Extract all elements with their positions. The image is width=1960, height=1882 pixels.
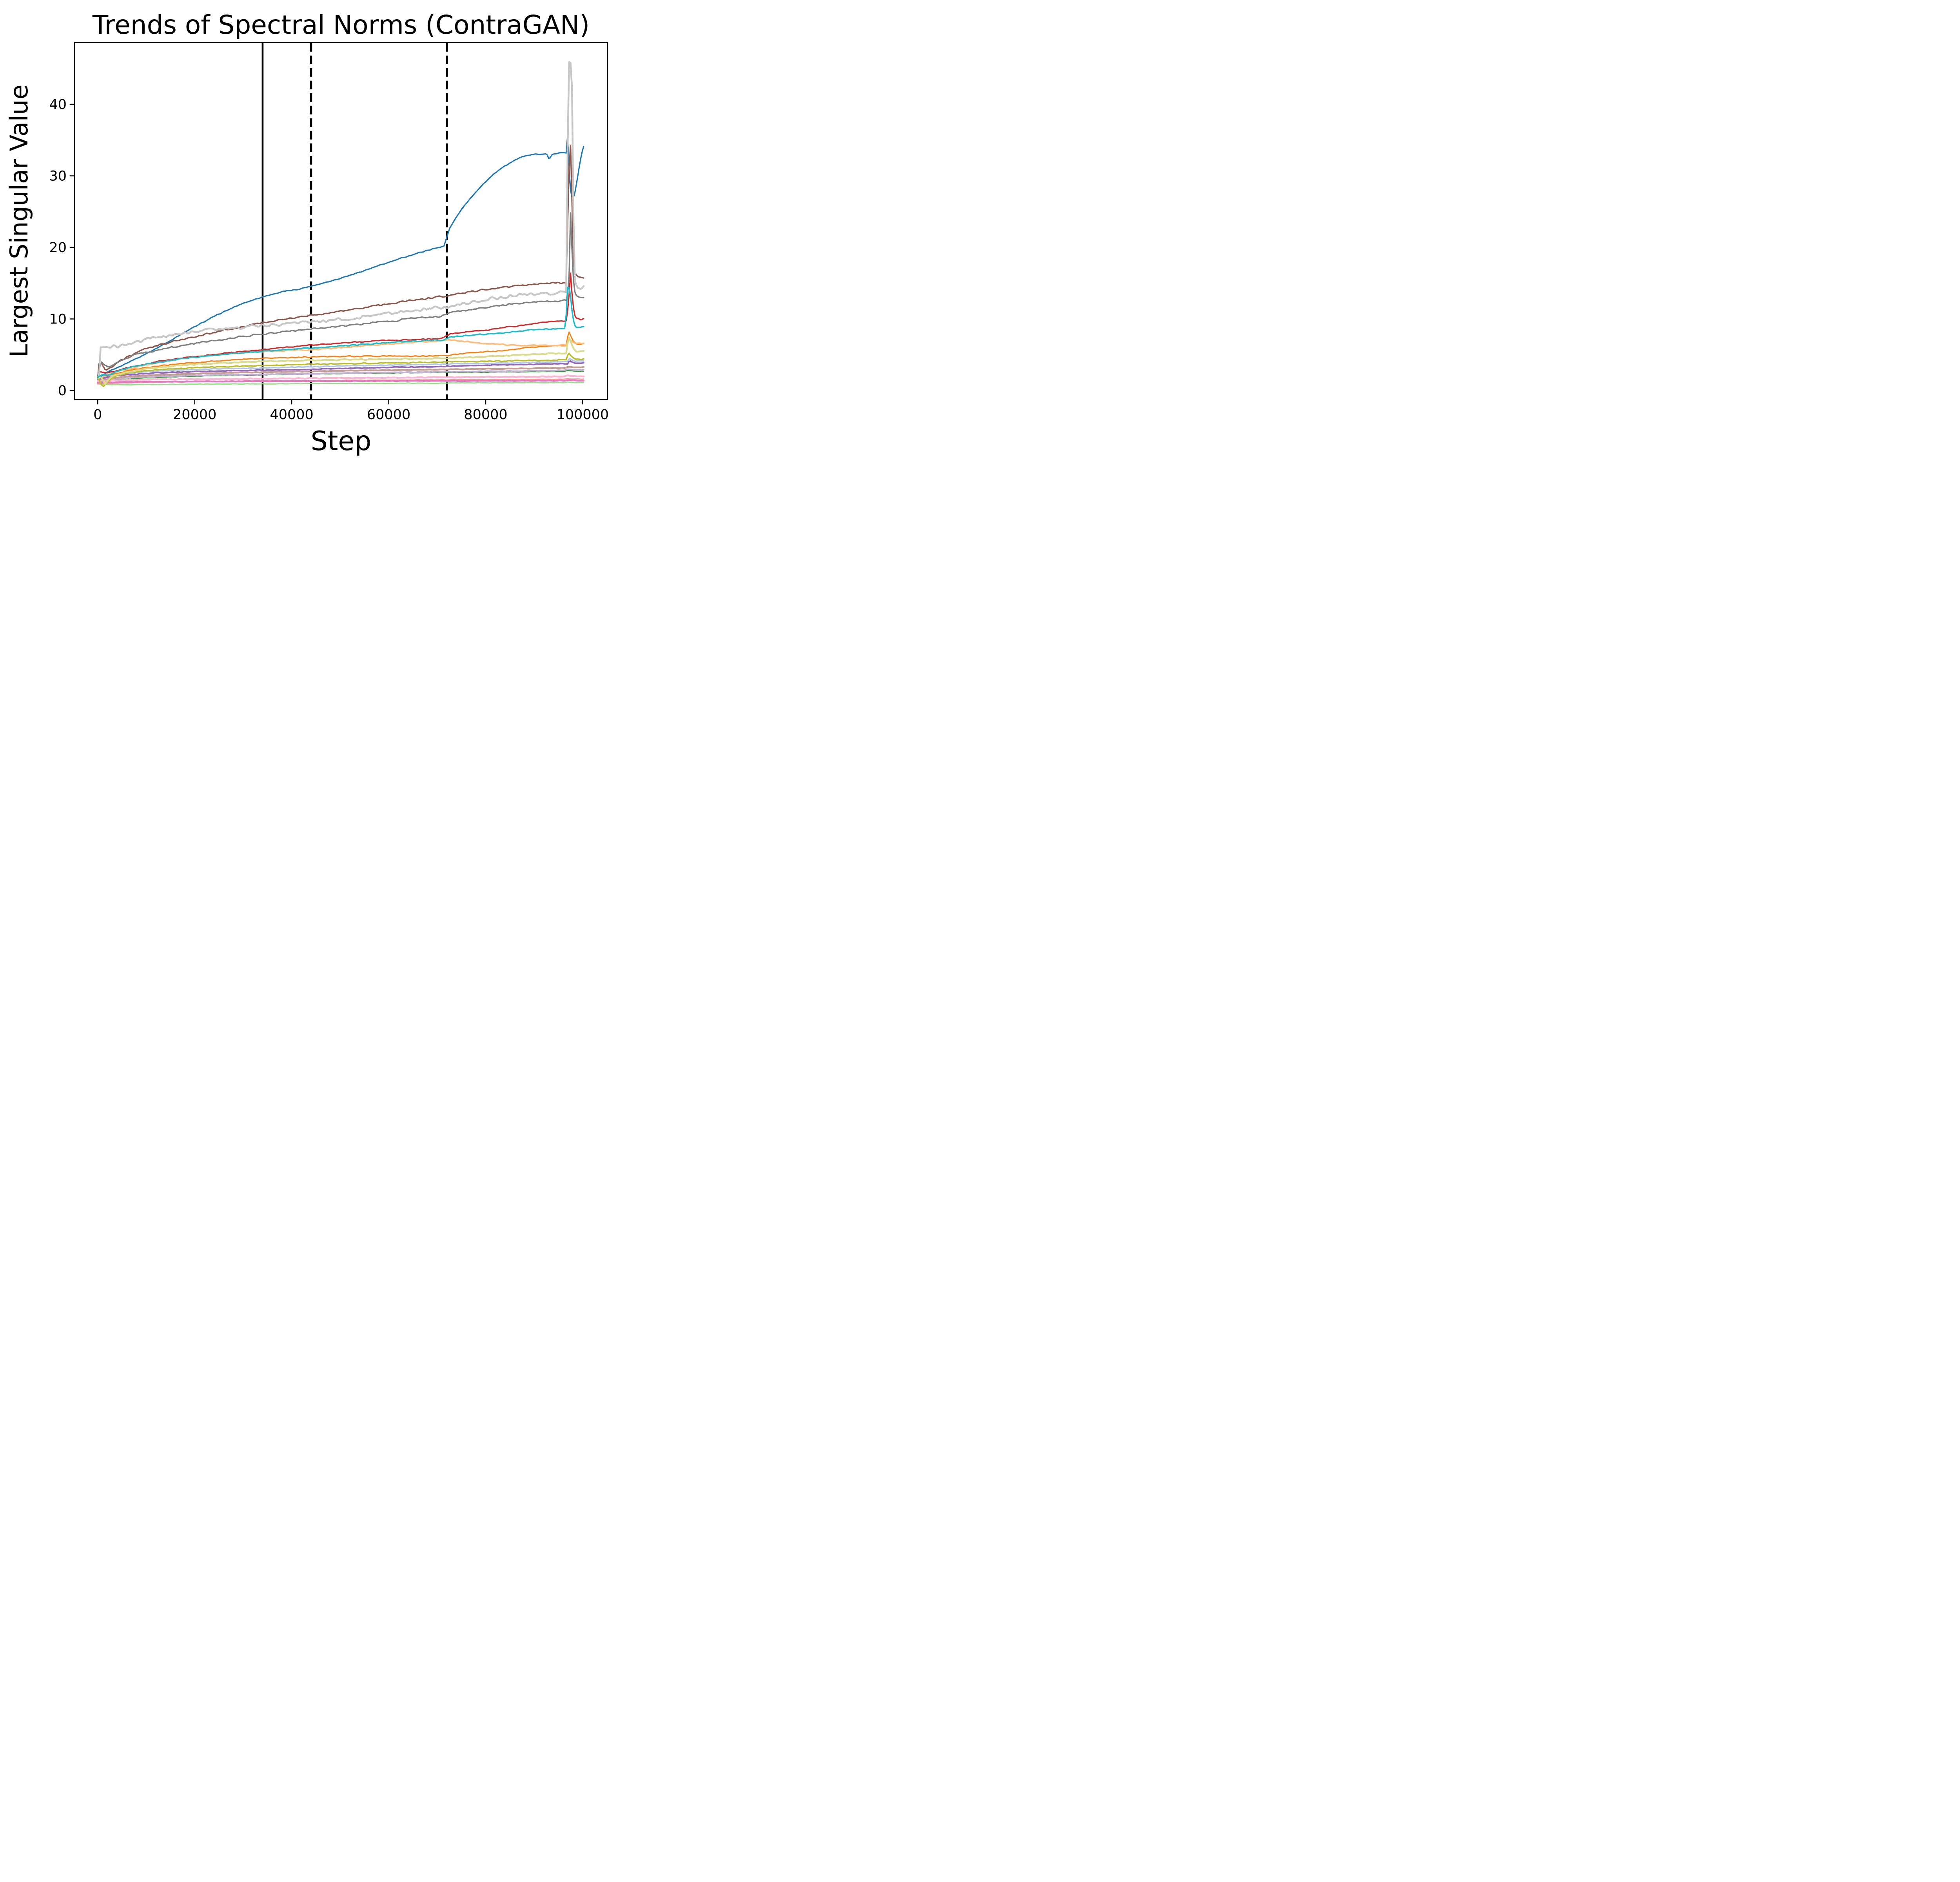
x-tick-label: 60000 bbox=[367, 407, 410, 423]
y-tick-label: 0 bbox=[58, 383, 67, 399]
series-line-blue bbox=[97, 135, 584, 381]
plot-border bbox=[74, 42, 608, 400]
series-line-rosy-brown bbox=[97, 366, 585, 382]
series-line-olive bbox=[97, 352, 584, 387]
x-axis-ticks bbox=[97, 400, 583, 405]
x-tick-label: 20000 bbox=[173, 407, 216, 423]
figure: Trends of Spectral Norms (ContraGAN) 0 20… bbox=[0, 0, 627, 470]
series-lines bbox=[97, 61, 585, 387]
series-line-orange bbox=[97, 331, 584, 380]
x-tick-label: 0 bbox=[93, 407, 102, 423]
y-tick-label: 30 bbox=[49, 169, 67, 184]
series-line-magenta bbox=[97, 379, 585, 384]
series-line-light-blue bbox=[97, 358, 584, 381]
y-axis-ticks bbox=[69, 104, 74, 391]
y-axis-label: Largest Singular Value bbox=[5, 85, 33, 358]
x-axis-label: Step bbox=[311, 426, 372, 457]
x-tick-label: 100000 bbox=[557, 407, 609, 423]
spectral-norms-chart: Trends of Spectral Norms (ContraGAN) 0 20… bbox=[5, 10, 609, 457]
series-line-purple bbox=[97, 360, 584, 381]
x-tick-label: 40000 bbox=[270, 407, 313, 423]
series-line-silver bbox=[97, 61, 585, 376]
series-line-pink bbox=[97, 374, 585, 382]
y-tick-label: 40 bbox=[49, 97, 67, 113]
y-axis-tick-labels: 0 10 20 30 40 bbox=[49, 97, 67, 399]
x-tick-label: 80000 bbox=[464, 407, 507, 423]
series-line-brown bbox=[97, 144, 584, 377]
chart-title: Trends of Spectral Norms (ContraGAN) bbox=[92, 10, 590, 40]
x-axis-tick-labels: 0 20000 40000 60000 80000 100000 bbox=[93, 407, 609, 423]
series-line-gray bbox=[97, 212, 584, 378]
series-line-khaki bbox=[97, 336, 585, 385]
series-line-cyan bbox=[97, 287, 584, 378]
y-tick-label: 10 bbox=[49, 312, 67, 327]
series-line-light-green bbox=[97, 381, 584, 386]
series-line-plum bbox=[97, 368, 584, 383]
y-tick-label: 20 bbox=[49, 240, 67, 256]
